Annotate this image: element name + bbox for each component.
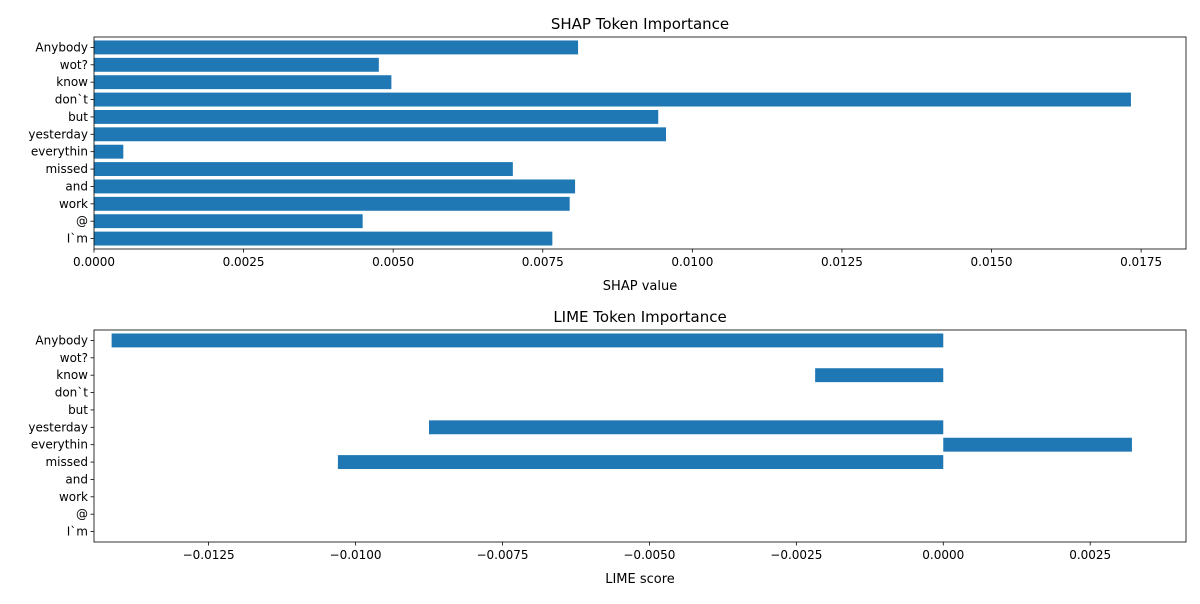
lime-xtick-label: −0.0075: [476, 548, 528, 562]
shap-ytick-label: I`m: [67, 232, 88, 246]
shap-ytick-label: Anybody: [35, 40, 88, 54]
shap-ytick-label: missed: [45, 162, 88, 176]
shap-bar-1: [94, 57, 379, 72]
lime-ytick-label: don`t: [55, 386, 89, 400]
lime-ytick-label: I`m: [67, 525, 88, 539]
shap-bar-3: [94, 92, 1131, 107]
shap-xtick-label: 0.0100: [671, 255, 713, 269]
lime-bar-6: [943, 437, 1132, 452]
lime-ytick-label: @: [76, 507, 88, 521]
lime-ytick-label: know: [56, 368, 88, 382]
shap-chart: Anybody wot? know don`t but yesterday everythi…: [28, 15, 1187, 294]
shap-x-axis-label: SHAP value: [603, 279, 677, 294]
shap-bar-10: [94, 214, 363, 229]
lime-ytick-label: Anybody: [35, 333, 88, 347]
lime-xtick-label: −0.0125: [183, 548, 235, 562]
shap-bar-5: [94, 127, 667, 142]
shap-ytick-label: everythin: [31, 145, 88, 159]
lime-chart: Anybody wot? know don`t but yesterday everythi…: [28, 308, 1187, 587]
lime-ytick-label: and: [65, 472, 88, 486]
shap-ytick-label: don`t: [55, 93, 89, 107]
shap-xtick-label: 0.0175: [1120, 255, 1162, 269]
shap-xtick-label: 0.0150: [971, 255, 1013, 269]
lime-chart-title: LIME Token Importance: [553, 308, 726, 326]
lime-bar-2: [815, 368, 944, 383]
shap-bar-8: [94, 179, 576, 194]
lime-bar-5: [429, 420, 944, 435]
shap-xtick-label: 0.0025: [223, 255, 265, 269]
lime-axes-frame: [93, 329, 1187, 543]
shap-ytick-label: and: [65, 179, 88, 193]
lime-bar-7: [337, 455, 944, 470]
shap-ytick-label: but: [68, 110, 88, 124]
lime-x-axis-label: LIME score: [605, 572, 675, 587]
shap-bar-9: [94, 196, 570, 211]
shap-bar-11: [94, 231, 553, 246]
lime-ytick-label: work: [59, 490, 88, 504]
shap-xtick-label: 0.0050: [372, 255, 414, 269]
shap-xtick-label: 0.0125: [821, 255, 863, 269]
shap-bar-6: [94, 144, 124, 159]
lime-ytick-label: missed: [45, 455, 88, 469]
shap-ytick-label: @: [76, 214, 88, 228]
shap-xtick-label: 0.0000: [73, 255, 115, 269]
shap-xtick-label: 0.0075: [522, 255, 564, 269]
shap-ytick-label: wot?: [60, 58, 88, 72]
shap-axes-frame: [93, 36, 1187, 250]
shap-bar-4: [94, 109, 659, 124]
lime-ytick-label: yesterday: [28, 420, 88, 434]
shap-ytick-label: know: [56, 75, 88, 89]
shap-ytick-label: yesterday: [28, 127, 88, 141]
lime-ytick-label: but: [68, 403, 88, 417]
shap-bar-2: [94, 75, 392, 90]
lime-xtick-label: −0.0025: [770, 548, 822, 562]
lime-ytick-label: everythin: [31, 438, 88, 452]
lime-xtick-label: 0.0000: [922, 548, 964, 562]
lime-xtick-label: 0.0025: [1069, 548, 1111, 562]
lime-bar-0: [111, 333, 944, 348]
shap-ytick-label: work: [59, 197, 88, 211]
lime-xtick-label: −0.0100: [330, 548, 382, 562]
shap-bar-7: [94, 162, 513, 177]
shap-chart-title: SHAP Token Importance: [551, 15, 729, 33]
shap-bar-0: [94, 40, 579, 55]
lime-xtick-label: −0.0050: [623, 548, 675, 562]
lime-ytick-label: wot?: [60, 351, 88, 365]
